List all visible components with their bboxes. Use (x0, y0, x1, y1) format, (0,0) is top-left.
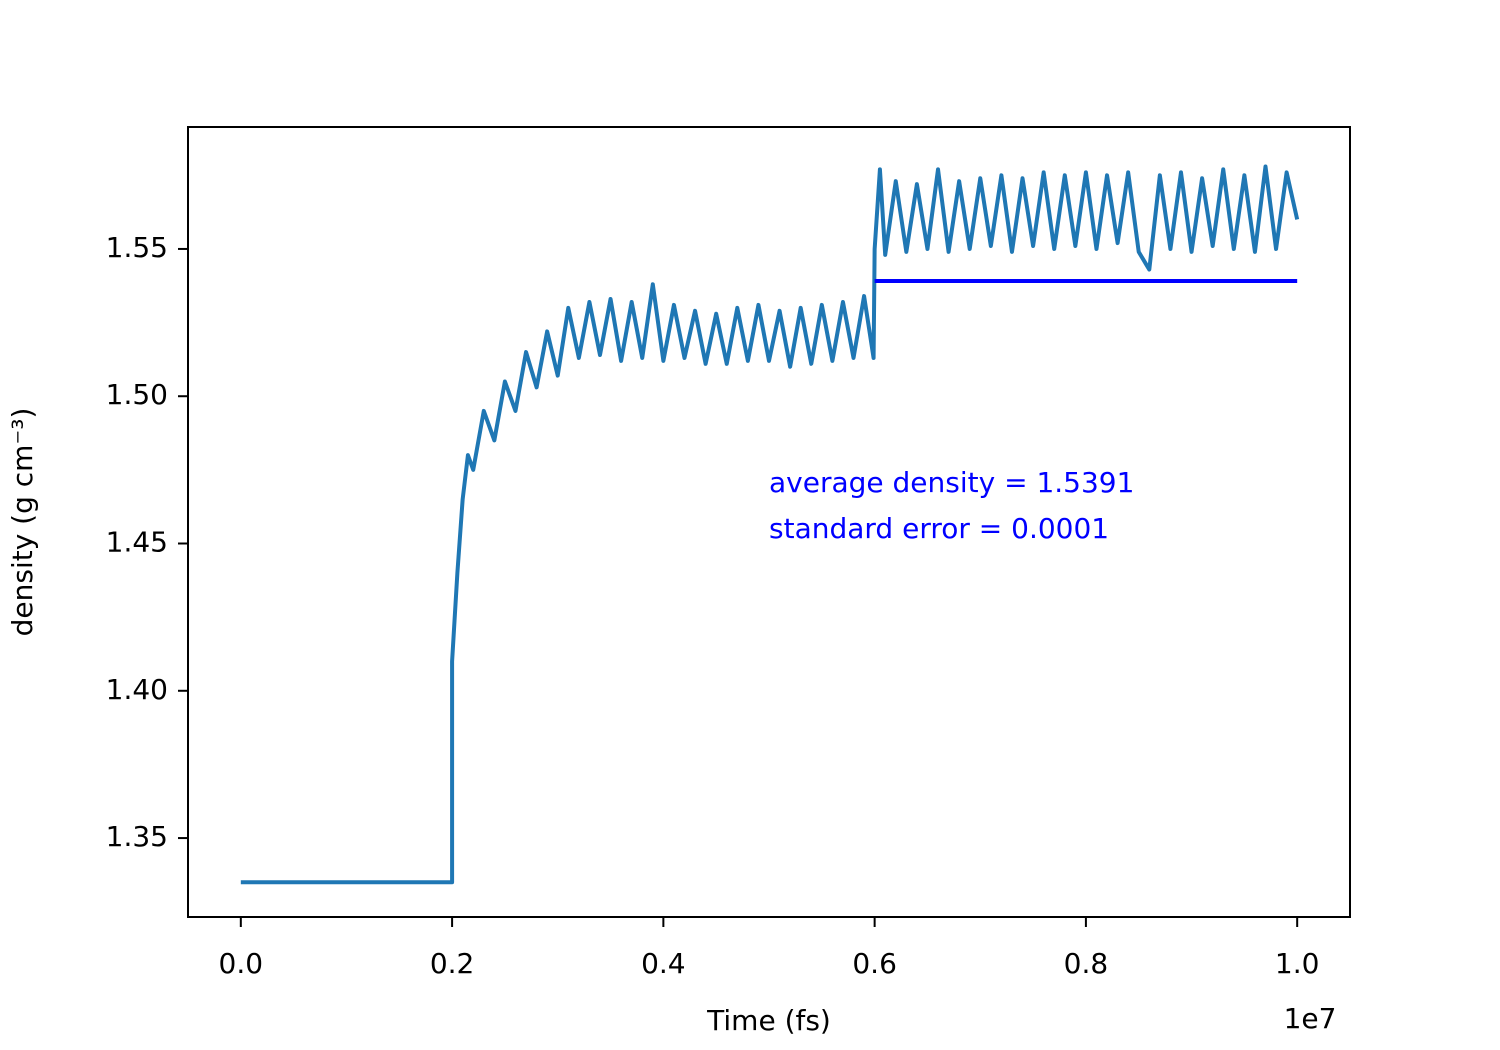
y-tick-label: 1.50 (106, 378, 168, 411)
y-axis-label: density (g cm⁻³) (6, 408, 39, 637)
x-tick-label: 0.6 (852, 947, 897, 980)
x-offset-label: 1e7 (1284, 1002, 1337, 1035)
y-tick-label: 1.40 (106, 673, 168, 706)
annotation: standard error = 0.0001 (769, 512, 1109, 545)
y-tick-label: 1.45 (106, 526, 168, 559)
x-tick-label: 0.0 (219, 947, 264, 980)
y-tick-label: 1.55 (106, 231, 168, 264)
x-axis-label: Time (fs) (706, 1004, 831, 1037)
x-tick-label: 0.8 (1064, 947, 1109, 980)
x-tick-label: 1.0 (1275, 947, 1320, 980)
x-tick-label: 0.2 (430, 947, 475, 980)
y-tick-label: 1.35 (106, 820, 168, 853)
x-tick-label: 0.4 (641, 947, 686, 980)
line-series (240, 164, 1300, 885)
plot-frame (187, 126, 1351, 918)
annotation: average density = 1.5391 (769, 466, 1134, 499)
